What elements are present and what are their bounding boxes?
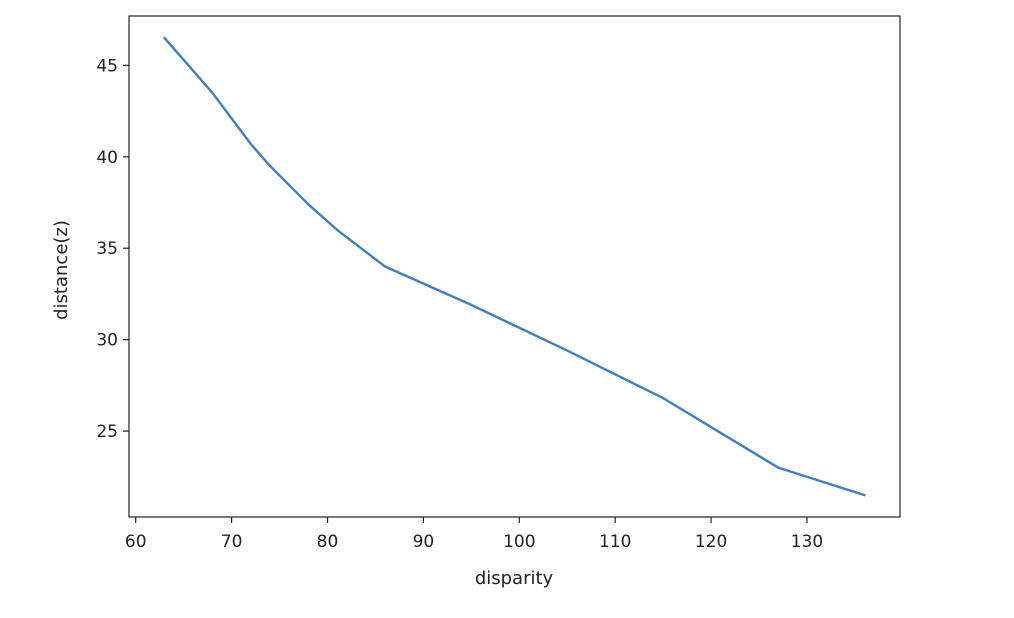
y-tick-label: 40 [96,148,118,168]
x-tick-label: 90 [413,532,435,552]
y-tick-label: 25 [96,422,118,442]
x-tick-label: 120 [695,532,727,552]
x-axis-ticks: 60 70 80 90 100 110 120 130 [125,517,823,552]
x-tick-label: 100 [503,532,535,552]
x-tick-label: 110 [599,532,631,552]
y-axis-ticks: 25 30 35 40 45 [96,56,129,442]
y-tick-label: 30 [96,331,118,351]
x-tick-label: 60 [125,532,147,552]
series-line [163,36,866,497]
x-tick-label: 80 [317,532,339,552]
y-axis-label: distance(z) [51,220,72,320]
y-tick-label: 35 [96,239,118,259]
x-axis-label: disparity [475,568,554,589]
y-tick-label: 45 [96,56,118,76]
x-tick-label: 130 [791,532,823,552]
x-tick-label: 70 [221,532,243,552]
plot-frame [128,15,901,518]
